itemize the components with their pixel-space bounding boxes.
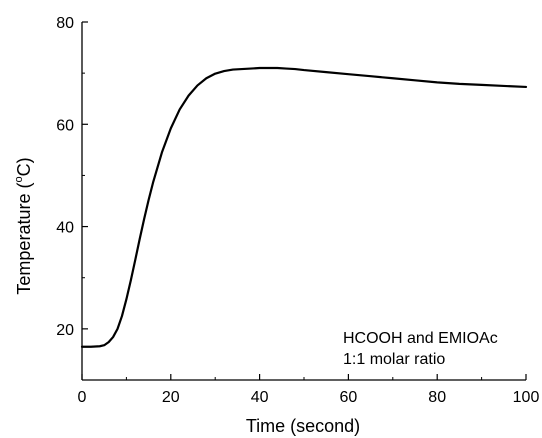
x-tick-label: 40 bbox=[251, 389, 269, 406]
annotation-line-2: 1:1 molar ratio bbox=[343, 351, 445, 368]
x-axis-title: Time (second) bbox=[246, 416, 360, 436]
y-axis-title: Temperature (oC) bbox=[13, 157, 34, 294]
x-tick-label: 100 bbox=[513, 389, 540, 406]
x-tick-label: 60 bbox=[340, 389, 358, 406]
series-line-temperature bbox=[82, 68, 526, 347]
y-tick-label: 60 bbox=[56, 117, 74, 134]
x-tick-label: 80 bbox=[428, 389, 446, 406]
y-tick-label: 20 bbox=[56, 322, 74, 339]
annotation-line-1: HCOOH and EMIOAc bbox=[343, 330, 498, 347]
y-tick-label: 80 bbox=[56, 15, 74, 32]
x-tick-label: 0 bbox=[78, 389, 87, 406]
y-tick-label: 40 bbox=[56, 220, 74, 237]
x-tick-label: 20 bbox=[162, 389, 180, 406]
